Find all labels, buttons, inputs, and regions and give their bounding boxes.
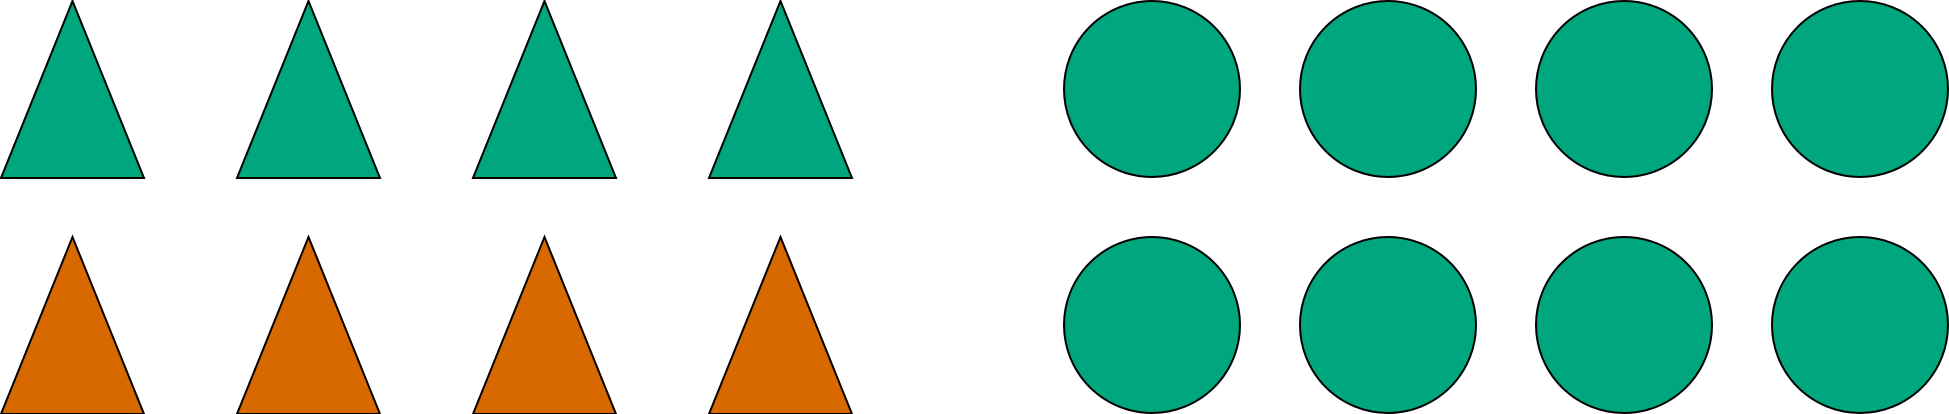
green-circle-r2-c3 bbox=[1535, 236, 1713, 414]
green-circle-r1-c3 bbox=[1535, 0, 1713, 178]
orange-triangle-r2-c4 bbox=[707, 234, 854, 414]
green-triangle-r1-c3 bbox=[471, 0, 618, 179]
green-circle-r1-c1 bbox=[1063, 0, 1241, 178]
green-triangle-r1-c2 bbox=[235, 0, 382, 179]
green-triangle-r1-c4 bbox=[707, 0, 854, 179]
green-circle-r2-c4 bbox=[1771, 236, 1949, 414]
orange-triangle-r2-c3 bbox=[471, 234, 618, 414]
green-circle-r2-c2 bbox=[1299, 236, 1477, 414]
orange-triangle-r2-c2 bbox=[235, 234, 382, 414]
green-triangle-r1-c1 bbox=[0, 0, 146, 179]
orange-triangle-r2-c1 bbox=[0, 234, 146, 414]
green-circle-r2-c1 bbox=[1063, 236, 1241, 414]
green-circle-r1-c4 bbox=[1771, 0, 1949, 178]
green-circle-r1-c2 bbox=[1299, 0, 1477, 178]
